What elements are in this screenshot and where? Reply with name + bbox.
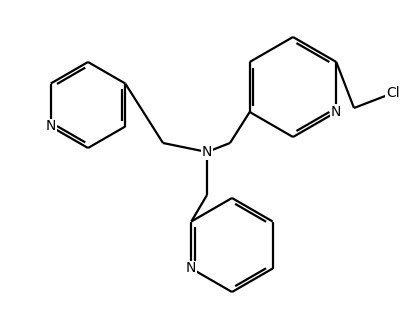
Text: N: N [330,105,341,119]
Text: N: N [186,261,196,275]
Text: Cl: Cl [385,86,399,100]
Text: N: N [45,120,56,134]
Text: N: N [201,145,212,159]
